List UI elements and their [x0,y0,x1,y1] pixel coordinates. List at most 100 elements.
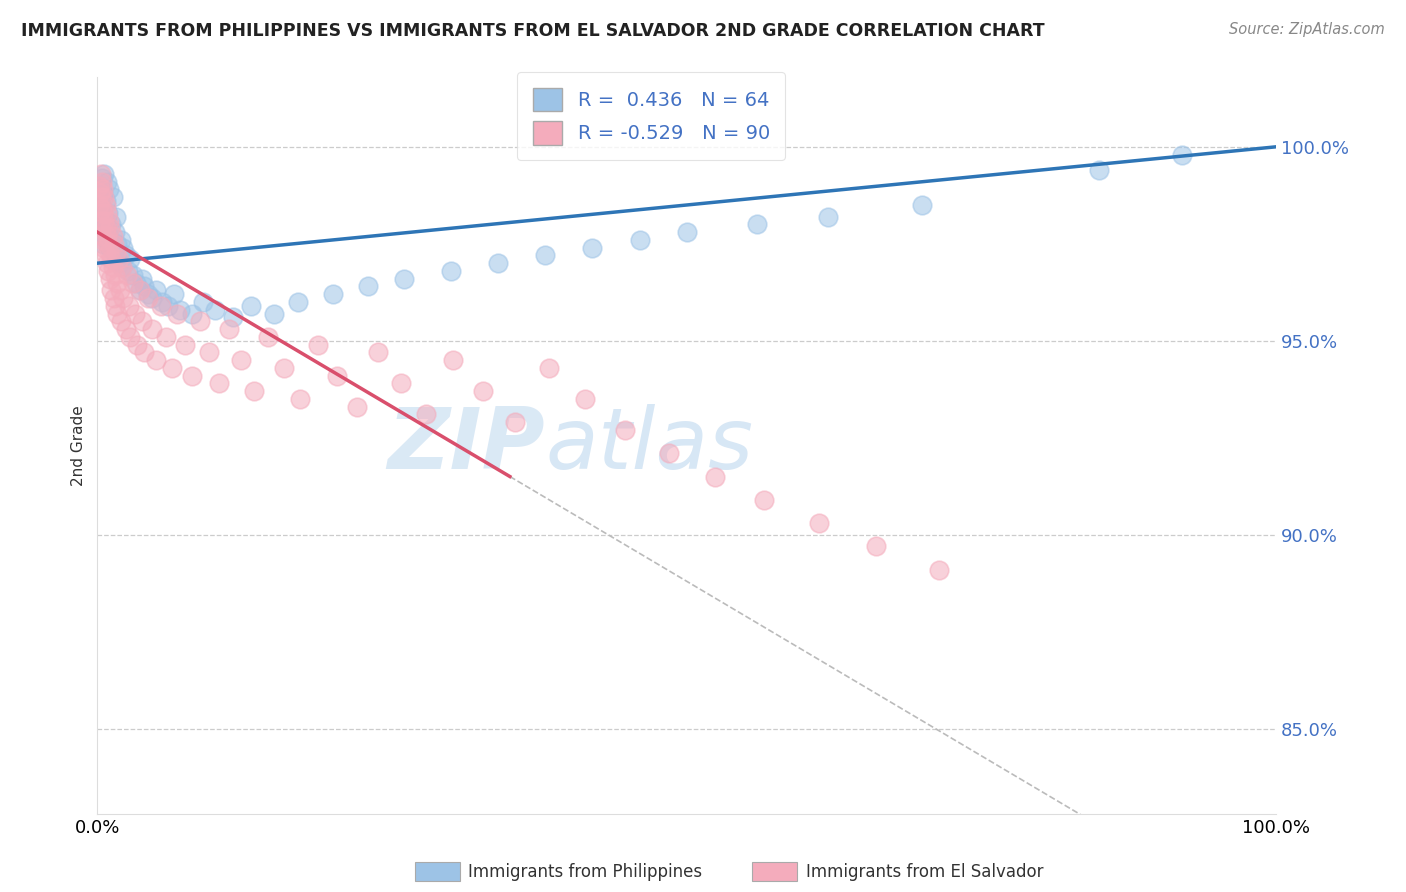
Point [91,229,114,244]
Point [98,221,121,235]
Point [100,252,122,267]
Point [90,167,112,181]
Point [112,291,135,305]
Point [105,276,128,290]
Point [1170,147,1192,161]
Point [208,376,231,391]
Point [107,256,129,270]
Point [134,279,156,293]
Point [98,271,121,285]
Point [93,221,115,235]
Point [90,198,112,212]
Point [91,170,114,185]
Point [114,248,136,262]
Point [675,225,697,239]
Point [131,314,153,328]
Point [287,295,309,310]
Point [325,368,347,383]
Point [628,233,651,247]
Point [96,229,118,244]
Point [160,360,183,375]
Legend: R =  0.436   N = 64, R = -0.529   N = 90: R = 0.436 N = 64, R = -0.529 N = 90 [517,72,786,161]
Point [91,206,114,220]
Point [87,198,110,212]
Point [89,178,111,193]
Point [97,264,120,278]
Point [155,330,177,344]
Point [91,175,114,189]
Point [105,236,128,251]
Point [103,291,125,305]
Point [537,360,560,375]
Point [120,252,142,267]
Point [111,260,134,274]
Text: ZIP: ZIP [388,404,546,487]
Point [128,283,150,297]
Point [486,256,509,270]
Point [134,345,156,359]
Point [614,423,637,437]
Point [103,244,125,259]
Point [103,236,125,251]
Point [131,271,153,285]
Point [98,182,121,196]
Point [107,252,129,267]
Point [91,202,114,216]
Point [141,291,163,305]
Point [703,469,725,483]
Point [89,213,111,227]
Point [440,264,463,278]
Point [534,248,557,262]
Point [118,299,141,313]
Point [104,268,127,282]
Point [346,400,368,414]
Point [90,225,112,239]
Point [91,233,114,247]
Point [1088,163,1111,178]
Point [100,283,122,297]
Point [111,260,134,274]
Point [97,236,120,251]
Point [911,198,934,212]
Point [117,264,139,278]
Point [94,248,117,262]
Point [263,307,285,321]
Text: atlas: atlas [546,404,754,487]
Point [169,302,191,317]
Point [105,210,128,224]
Text: Source: ZipAtlas.com: Source: ZipAtlas.com [1229,22,1385,37]
Point [121,276,143,290]
Point [90,190,112,204]
Point [98,229,121,244]
Point [581,241,603,255]
Point [188,314,211,328]
Point [97,206,120,220]
Point [100,218,122,232]
Point [865,539,887,553]
Point [503,415,526,429]
Point [94,194,117,208]
Point [307,337,329,351]
Point [110,314,132,328]
Point [89,186,111,201]
Point [101,229,124,244]
Point [193,295,215,310]
Y-axis label: 2nd Grade: 2nd Grade [72,405,86,486]
Point [239,299,262,313]
Point [96,206,118,220]
Point [108,283,131,297]
Point [415,408,437,422]
Point [145,283,167,297]
Point [91,186,114,201]
Text: Immigrants from El Salvador: Immigrants from El Salvador [806,863,1043,881]
Point [157,299,180,313]
Point [115,268,138,282]
Point [98,244,121,259]
Point [747,218,769,232]
Point [136,287,159,301]
Point [104,299,127,313]
Point [104,225,127,239]
Point [574,392,596,406]
Point [198,345,221,359]
Point [441,353,464,368]
